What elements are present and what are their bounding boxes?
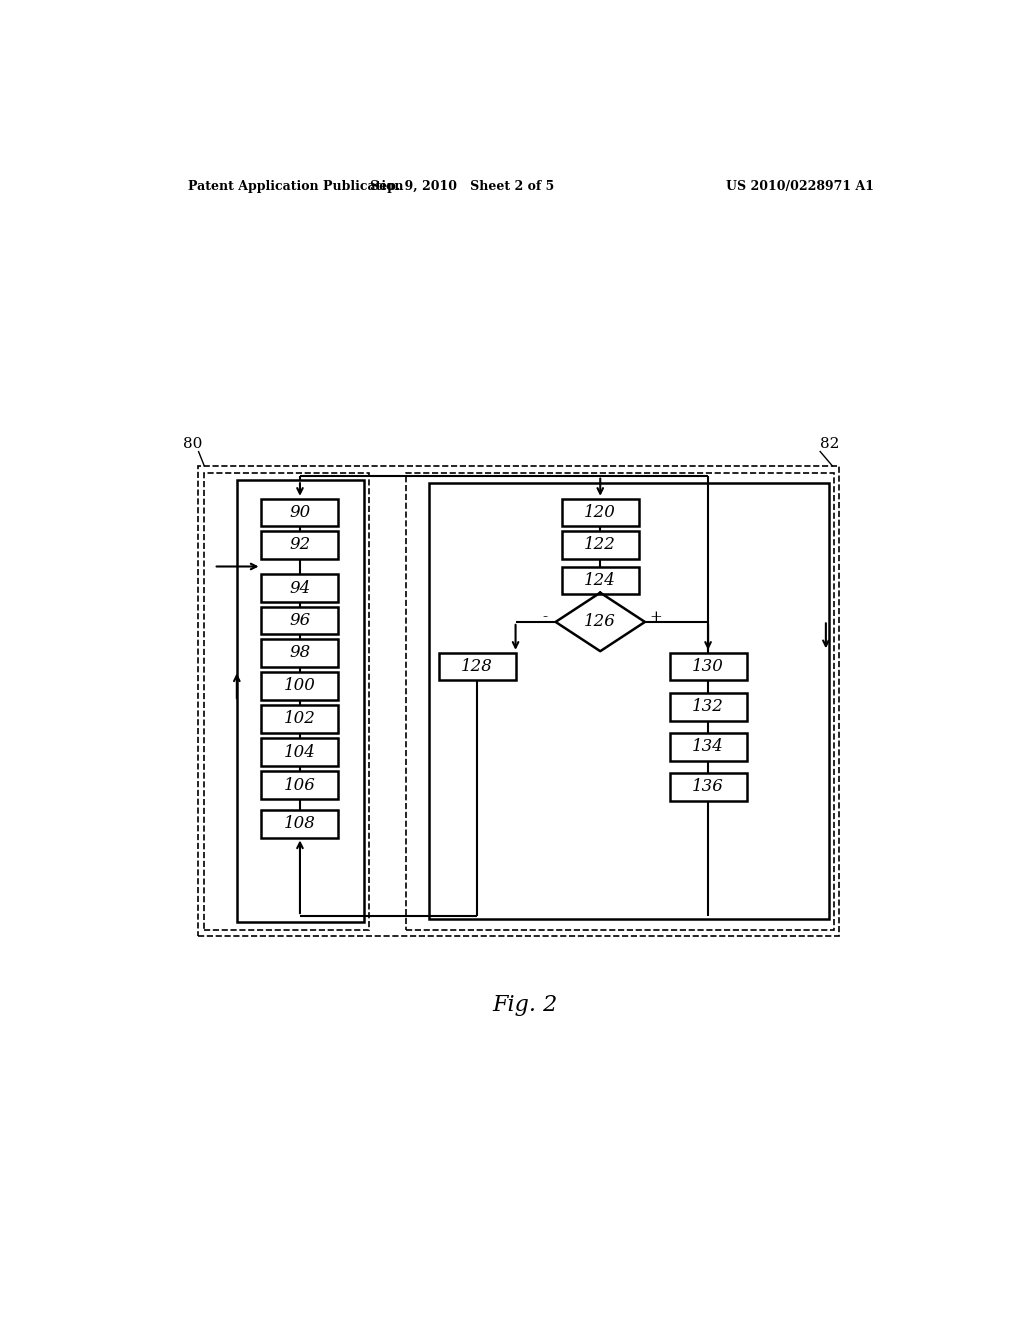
Text: 132: 132 [692, 698, 724, 715]
Bar [670, 653, 746, 681]
Text: 94: 94 [290, 579, 310, 597]
Text: 120: 120 [585, 504, 616, 521]
Text: 126: 126 [585, 614, 616, 631]
Bar [261, 607, 339, 635]
Text: 90: 90 [290, 504, 310, 521]
Text: 136: 136 [692, 779, 724, 795]
Bar [429, 483, 829, 919]
Text: 134: 134 [692, 738, 724, 755]
Bar [199, 466, 839, 936]
Text: 124: 124 [585, 572, 616, 589]
Bar [670, 693, 746, 721]
Text: 130: 130 [692, 659, 724, 675]
Bar [261, 810, 339, 838]
Text: Patent Application Publication: Patent Application Publication [188, 181, 403, 194]
Bar [670, 774, 746, 800]
Bar [204, 473, 370, 929]
Text: 92: 92 [290, 536, 310, 553]
Text: 102: 102 [284, 710, 315, 727]
Bar [562, 499, 639, 527]
Bar [261, 738, 339, 766]
Text: 128: 128 [461, 659, 493, 675]
Bar [562, 566, 639, 594]
Bar [261, 672, 339, 700]
Text: 98: 98 [290, 644, 310, 661]
Bar [261, 574, 339, 602]
Text: 104: 104 [284, 743, 315, 760]
Bar [261, 705, 339, 733]
Text: 100: 100 [284, 677, 315, 694]
Text: 108: 108 [284, 816, 315, 832]
Text: 122: 122 [585, 536, 616, 553]
Bar [261, 499, 339, 527]
Text: 80: 80 [183, 437, 203, 451]
Bar [237, 480, 364, 923]
Text: 82: 82 [819, 437, 839, 451]
Text: Fig. 2: Fig. 2 [493, 994, 557, 1016]
Bar [562, 531, 639, 558]
Text: -: - [543, 610, 548, 624]
Bar [670, 733, 746, 760]
Bar [407, 473, 834, 929]
Text: US 2010/0228971 A1: US 2010/0228971 A1 [726, 181, 874, 194]
Polygon shape [556, 593, 645, 651]
Text: +: + [649, 610, 663, 624]
Text: Sep. 9, 2010   Sheet 2 of 5: Sep. 9, 2010 Sheet 2 of 5 [370, 181, 554, 194]
Bar [261, 531, 339, 558]
Bar [261, 639, 339, 667]
Bar [261, 771, 339, 799]
Bar [438, 653, 515, 681]
Text: 96: 96 [290, 612, 310, 628]
Text: 106: 106 [284, 776, 315, 793]
